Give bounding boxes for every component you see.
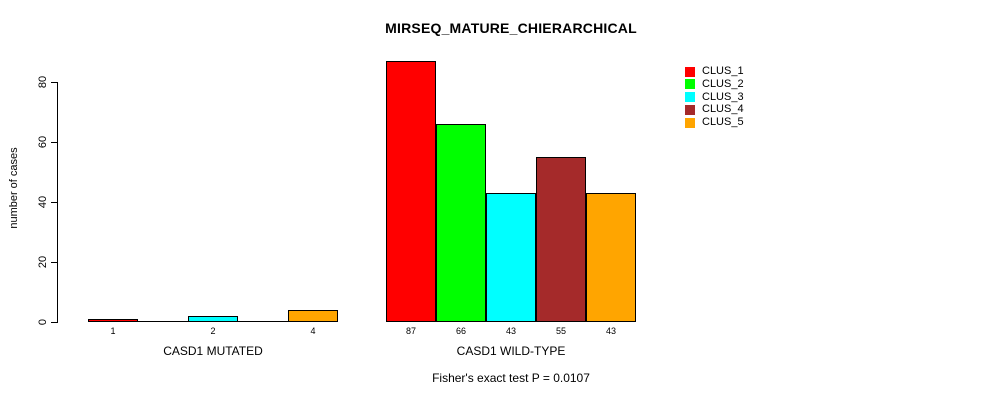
y-tick-label: 80 [37,75,49,89]
legend-label: CLUS_5 [702,116,744,129]
bar-clus_1 [88,319,138,322]
y-axis-line [57,82,58,323]
legend-item: CLUS_3 [685,90,744,103]
legend-label: CLUS_3 [702,90,744,103]
fisher-test-annotation: Fisher's exact test P = 0.0107 [432,371,590,385]
legend-item: CLUS_5 [685,117,744,128]
legend-item: CLUS_2 [685,77,744,90]
legend-label: CLUS_4 [702,103,744,116]
legend-item: CLUS_1 [685,66,744,77]
legend-swatch-clus_4 [685,104,695,115]
bar-clus_5 [288,310,338,322]
bar-value-label: 4 [310,326,316,336]
chart-title: MIRSEQ_MATURE_CHIERARCHICAL [385,20,637,36]
zero-bar-clus_4 [238,321,288,322]
legend-swatch-clus_5 [685,117,695,128]
y-tick-mark [51,202,57,203]
bar-clus_3 [188,316,238,322]
bar-clus_3 [486,193,536,322]
legend-label: CLUS_2 [702,77,744,90]
legend-item: CLUS_4 [685,104,744,115]
zero-bar-clus_2 [138,321,188,322]
y-tick-label: 40 [37,195,49,209]
legend-label: CLUS_1 [702,65,744,77]
y-tick-mark [51,82,57,83]
bar-value-label: 1 [110,326,116,336]
y-tick-mark [51,322,57,323]
legend-swatch-clus_2 [685,79,695,90]
bar-clus_4 [536,157,586,322]
y-tick-label: 60 [37,135,49,149]
legend-swatch-clus_3 [685,92,695,103]
y-tick-mark [51,142,57,143]
bar-clus_1 [386,61,436,322]
bar-clus_2 [436,124,486,322]
bar-value-label: 66 [455,326,466,336]
y-tick-mark [51,262,57,263]
bar-value-label: 2 [210,326,216,336]
legend-swatch-clus_1 [685,66,695,77]
y-tick-label: 20 [37,255,49,269]
y-tick-label: 0 [37,318,49,326]
y-axis-label: number of cases [8,147,20,229]
bar-value-label: 55 [555,326,566,336]
bar-value-label: 43 [605,326,616,336]
bar-clus_5 [586,193,636,322]
bar-value-label: 43 [505,326,516,336]
bar-value-label: 87 [405,326,416,336]
group-label: CASD1 WILD-TYPE [456,344,566,358]
group-label: CASD1 MUTATED [163,344,263,358]
